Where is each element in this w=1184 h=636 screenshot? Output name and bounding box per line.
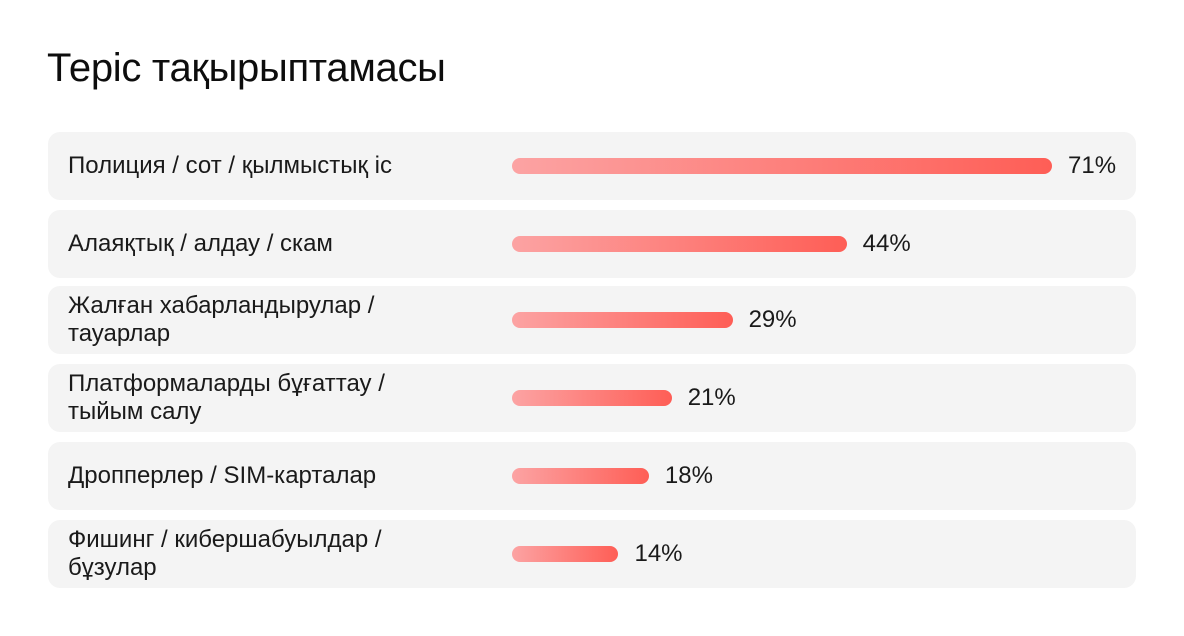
- category-label: Алаяқтық / алдау / скам: [68, 230, 333, 257]
- value-label: 29%: [748, 306, 797, 333]
- chart-row: Дропперлер / SIM-карталар 18%: [48, 442, 1136, 510]
- chart-title: Теріс тақырыптамасы: [47, 46, 446, 90]
- bar: [512, 158, 1052, 174]
- category-label: Платформаларды бұғаттау / тыйым салу: [68, 370, 385, 425]
- category-label: Дропперлер / SIM-карталар: [68, 462, 377, 489]
- category-label: Фишинг / кибершабуылдар / бұзулар: [68, 526, 382, 581]
- bar: [512, 312, 733, 328]
- chart-row: Алаяқтық / алдау / скам 44%: [48, 210, 1136, 278]
- value-label: 18%: [664, 462, 713, 489]
- chart-row: Фишинг / кибершабуылдар / бұзулар 14%: [48, 520, 1136, 588]
- bar: [512, 236, 847, 252]
- chart-row: Жалған хабарландырулар / тауарлар 29%: [48, 286, 1136, 354]
- value-label: 14%: [634, 540, 683, 567]
- value-label: 21%: [687, 384, 736, 411]
- chart-row: Полиция / сот / қылмыстық іс 71%: [48, 132, 1136, 200]
- category-label: Полиция / сот / қылмыстық іс: [68, 152, 392, 179]
- value-label: 71%: [1068, 152, 1117, 179]
- chart-row: Платформаларды бұғаттау / тыйым салу 21%: [48, 364, 1136, 432]
- bar: [512, 546, 619, 562]
- value-label: 44%: [862, 230, 911, 257]
- bar: [512, 468, 649, 484]
- category-label: Жалған хабарландырулар / тауарлар: [68, 292, 375, 347]
- bar: [512, 390, 672, 406]
